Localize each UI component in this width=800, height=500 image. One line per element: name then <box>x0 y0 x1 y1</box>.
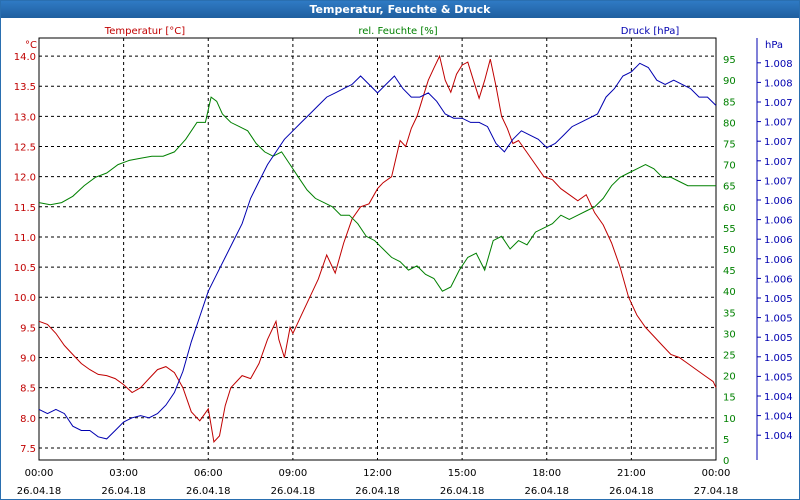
temperature-tick: 8.0 <box>20 414 36 425</box>
pressure-tick: 1.004 <box>764 412 793 423</box>
pressure-tick: 1.007 <box>764 176 793 187</box>
humidity-tick: 25 <box>723 351 736 362</box>
pressure-tick: 1.007 <box>764 118 793 129</box>
humidity-tick: 20 <box>723 372 736 383</box>
humidity-tick: 80 <box>723 118 736 129</box>
pressure-tick: 1.006 <box>764 274 793 285</box>
x-tick-time: 12:00 <box>363 468 392 479</box>
plot-area-border <box>38 37 717 461</box>
humidity-tick: 90 <box>723 76 736 87</box>
temperature-unit-label: °C <box>25 40 37 51</box>
x-tick-time: 15:00 <box>448 468 477 479</box>
temperature-tick: 13.5 <box>14 82 36 93</box>
humidity-tick: 50 <box>723 245 736 256</box>
pressure-line <box>38 62 717 440</box>
x-tick-date: 26.04.18 <box>355 486 400 497</box>
humidity-tick: 55 <box>723 224 736 235</box>
humidity-tick: 30 <box>723 329 736 340</box>
humidity-tick: 0 <box>723 456 729 467</box>
temperature-tick: 11.0 <box>14 233 36 244</box>
temperature-tick: 9.5 <box>20 323 36 334</box>
temperature-axis-title: Temperatur [°C] <box>104 26 185 37</box>
x-tick-date: 26.04.18 <box>186 486 231 497</box>
humidity-tick: 70 <box>723 161 736 172</box>
x-tick-date: 26.04.18 <box>17 486 62 497</box>
temperature-tick: 9.0 <box>20 354 36 365</box>
x-tick-time: 18:00 <box>532 468 561 479</box>
pressure-tick: 1.006 <box>764 235 793 246</box>
x-tick-date: 26.04.18 <box>524 486 569 497</box>
x-tick-time: 21:00 <box>617 468 646 479</box>
temperature-tick: 13.0 <box>14 112 36 123</box>
temperature-tick: 7.5 <box>20 444 36 455</box>
series-layer <box>38 54 717 443</box>
pressure-tick: 1.005 <box>764 314 793 325</box>
pressure-tick: 1.005 <box>764 294 793 305</box>
x-tick-time: 00:00 <box>25 468 54 479</box>
pressure-tick: 1.007 <box>764 157 793 168</box>
temperature-tick: 11.5 <box>14 203 36 214</box>
pressure-tick: 1.005 <box>764 372 793 383</box>
humidity-tick: 65 <box>723 182 736 193</box>
humidity-line <box>38 96 716 292</box>
humidity-axis-title: rel. Feuchte [%] <box>358 26 437 37</box>
temperature-tick: 10.5 <box>14 263 36 274</box>
x-tick-date: 26.04.18 <box>101 486 146 497</box>
temperature-tick: 14.0 <box>14 52 36 63</box>
temperature-tick: 10.0 <box>14 293 36 304</box>
x-tick-time: 03:00 <box>109 468 138 479</box>
window-title: Temperatur, Feuchte & Druck <box>1 1 799 18</box>
pressure-tick: 1.006 <box>764 255 793 266</box>
humidity-tick: 95 <box>723 55 736 66</box>
pressure-axis-title: Druck [hPa] <box>621 26 680 37</box>
pressure-tick: 1.007 <box>764 98 793 109</box>
temperature-tick: 12.5 <box>14 143 36 154</box>
humidity-tick: 60 <box>723 203 736 214</box>
pressure-tick: 1.006 <box>764 216 793 227</box>
humidity-tick: 10 <box>723 414 736 425</box>
humidity-tick: 75 <box>723 140 736 151</box>
pressure-tick: 1.005 <box>764 333 793 344</box>
temperature-tick: 8.5 <box>20 384 36 395</box>
tick-labels: 00:00 26.04.18 03:00 26.04.18 06:00 26.04.18 0… <box>14 52 793 497</box>
temperature-line <box>38 54 717 443</box>
pressure-tick: 1.004 <box>764 431 793 442</box>
x-tick-date: 27.04.18 <box>694 486 739 497</box>
humidity-tick: 85 <box>723 97 736 108</box>
pressure-tick: 1.004 <box>764 392 793 403</box>
x-tick-time: 06:00 <box>194 468 223 479</box>
x-tick-time: 00:00 <box>702 468 731 479</box>
x-tick-time: 09:00 <box>278 468 307 479</box>
pressure-tick: 1.005 <box>764 353 793 364</box>
pressure-tick: 1.007 <box>764 137 793 148</box>
pressure-unit-label: hPa <box>765 40 783 51</box>
humidity-tick: 5 <box>723 435 729 446</box>
humidity-tick: 45 <box>723 266 736 277</box>
humidity-tick: 40 <box>723 287 736 298</box>
x-tick-date: 26.04.18 <box>271 486 316 497</box>
pressure-tick: 1.008 <box>764 78 793 89</box>
pressure-tick: 1.006 <box>764 196 793 207</box>
temperature-tick: 12.0 <box>14 173 36 184</box>
humidity-tick: 15 <box>723 393 736 404</box>
humidity-tick: 35 <box>723 308 736 319</box>
grid <box>39 38 761 460</box>
pressure-tick: 1.008 <box>764 59 793 70</box>
x-tick-date: 26.04.18 <box>440 486 485 497</box>
x-tick-date: 26.04.18 <box>609 486 654 497</box>
